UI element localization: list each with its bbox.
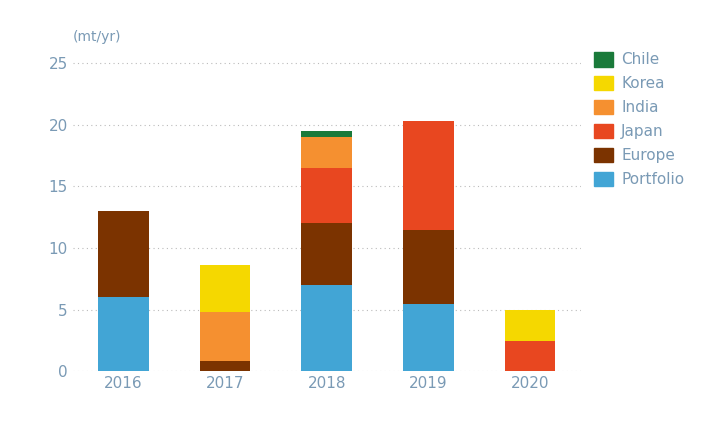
Text: (mt/yr): (mt/yr) xyxy=(73,30,121,44)
Bar xyxy=(301,168,352,223)
Bar xyxy=(98,211,149,298)
Bar xyxy=(200,362,250,371)
Bar xyxy=(98,298,149,371)
Legend: Chile, Korea, India, Japan, Europe, Portfolio: Chile, Korea, India, Japan, Europe, Port… xyxy=(594,52,684,187)
Bar xyxy=(301,131,352,137)
Bar xyxy=(301,137,352,168)
Bar xyxy=(200,312,250,362)
Bar xyxy=(505,310,555,341)
Bar xyxy=(301,285,352,371)
Bar xyxy=(200,265,250,312)
Bar xyxy=(505,341,555,371)
Bar xyxy=(403,303,454,371)
Bar xyxy=(301,223,352,285)
Bar xyxy=(403,230,454,303)
Bar xyxy=(403,121,454,230)
